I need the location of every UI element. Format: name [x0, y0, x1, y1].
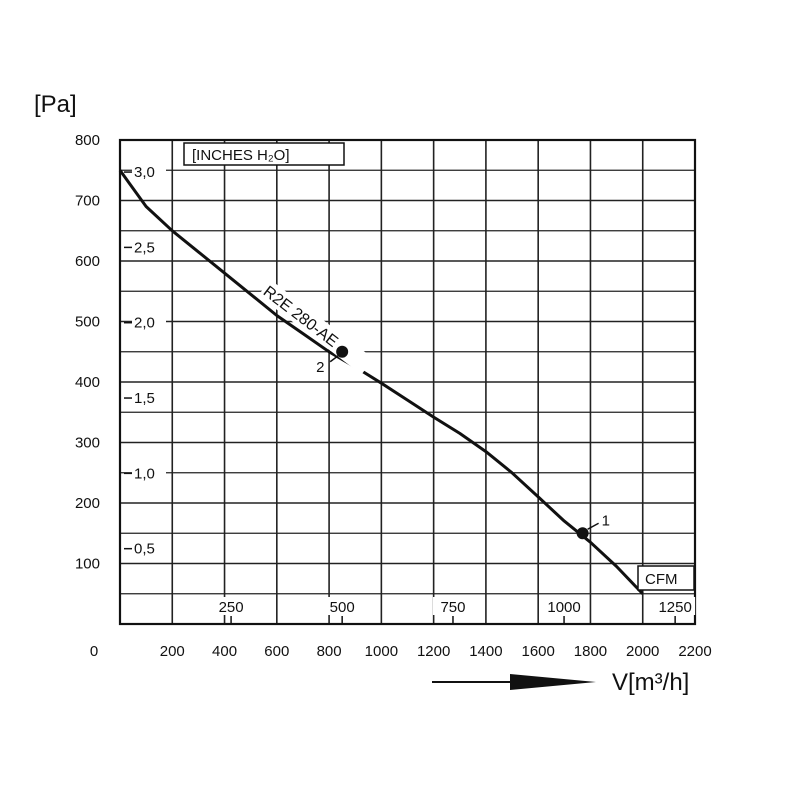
operating-point	[576, 527, 589, 540]
x-tick-label: 2200	[678, 643, 711, 660]
secondary-x-tick-bg	[432, 597, 473, 615]
secondary-y-tick-label: 3,0	[134, 164, 155, 181]
operating-point-leader	[587, 522, 599, 530]
x-tick-label: 1600	[521, 643, 554, 660]
secondary-y-label: [INCHES H₂O]	[192, 147, 290, 164]
secondary-y-tick-bg	[132, 388, 166, 407]
grid	[118, 138, 697, 626]
secondary-y-tick-label: 1,5	[134, 390, 155, 407]
x-tick-label: 1000	[365, 643, 398, 660]
x-tick-label: 1400	[469, 643, 502, 660]
y-tick-label: 400	[75, 374, 100, 391]
secondary-y-tick-bg	[132, 237, 166, 256]
secondary-x-tick-label: 500	[330, 599, 355, 616]
flow-arrow-icon	[432, 674, 596, 690]
secondary-x-tick-bg	[655, 597, 696, 615]
secondary-y-tick-label: 1,0	[134, 465, 155, 482]
x-unit-label: V[m³/h]	[612, 669, 689, 696]
secondary-y-tick-bg	[132, 538, 166, 557]
operating-point-label: 1	[602, 512, 610, 529]
y-tick-label: 100	[75, 556, 100, 573]
y-tick-label: 700	[75, 193, 100, 210]
x-tick-label: 2000	[626, 643, 659, 660]
secondary-x-label-box: CFM	[637, 565, 695, 591]
secondary-y-label-box: [INCHES H₂O]	[183, 142, 345, 166]
secondary-x-tick-bg	[211, 597, 252, 615]
secondary-y-tick-label: 0,5	[134, 541, 155, 558]
secondary-y-tick-label: 2,5	[134, 239, 155, 256]
plot-frame	[118, 138, 697, 626]
secondary-x-tick-label: 250	[219, 599, 244, 616]
operating-point-label: 2	[316, 359, 324, 376]
x-tick-label: 400	[212, 643, 237, 660]
x-tick-label: 600	[264, 643, 289, 660]
secondary-x-tick-label: 1000	[547, 599, 580, 616]
y-tick-label: 200	[75, 495, 100, 512]
x-tick-label: 1800	[574, 643, 607, 660]
operating-point	[336, 345, 349, 358]
secondary-x-label: CFM	[645, 571, 678, 588]
secondary-x-tick-bg	[544, 597, 585, 615]
secondary-y-tick-bg	[132, 312, 166, 331]
secondary-x-tick-label: 1250	[658, 599, 691, 616]
series-line	[118, 169, 644, 595]
secondary-x-tick-label: 750	[440, 599, 465, 616]
y-tick-label: 600	[75, 253, 100, 270]
secondary-y-tick-label: 2,0	[134, 315, 155, 332]
secondary-y-tick-bg	[132, 463, 166, 482]
x-tick-label: 0	[90, 643, 98, 660]
y-tick-label: 500	[75, 314, 100, 331]
label-layer: 0 200 400 600 800 1000 1200 1400 1600 1800 2000 220…	[75, 132, 712, 660]
secondary-x-tick-bg	[322, 597, 363, 615]
y-tick-label: 300	[75, 435, 100, 452]
y-unit-label: [Pa]	[34, 91, 77, 118]
y-tick-label: 800	[75, 132, 100, 149]
secondary-y-tick-bg	[132, 162, 166, 181]
operating-point-leader	[329, 355, 339, 363]
x-tick-label: 800	[317, 643, 342, 660]
x-tick-label: 1200	[417, 643, 450, 660]
x-tick-label: 200	[160, 643, 185, 660]
